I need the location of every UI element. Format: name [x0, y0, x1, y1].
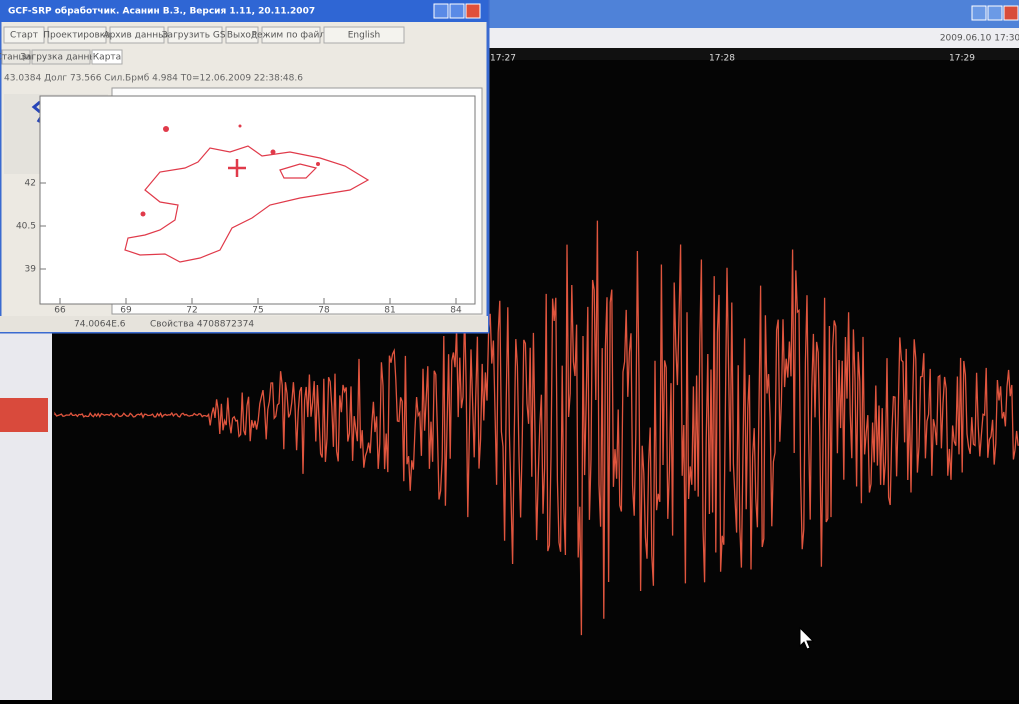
tab-label: Загрузка данных: [20, 53, 102, 63]
toolbar-button-label: English: [348, 31, 381, 41]
tab[interactable]: [1, 49, 31, 65]
x-tick-label: 75: [252, 306, 263, 316]
epicenter-marker: [228, 159, 246, 177]
toolbar-button-label: Загрузить GSI: [162, 31, 228, 41]
station: [270, 149, 276, 155]
x-tick-label: 81: [384, 306, 395, 316]
y-tick-label: 40.5: [16, 222, 36, 232]
tab[interactable]: [91, 49, 123, 65]
toolbar-button-label: Проектировка: [43, 31, 111, 41]
x-tick-label: 69: [120, 306, 132, 316]
time-label: 17:28: [709, 54, 735, 64]
tab-label: Станции: [0, 53, 37, 63]
app-window: GCF-SRP обработчик. Асанин В.З., Версия …: [0, 0, 490, 334]
min-btn[interactable]: [433, 3, 449, 19]
close-btn[interactable]: [465, 3, 481, 19]
toolbar-button-label: Старт: [10, 31, 38, 41]
seismogram: [54, 220, 1019, 636]
toolbar-button[interactable]: [3, 26, 45, 44]
max-btn[interactable]: [449, 3, 465, 19]
tab[interactable]: [31, 49, 91, 65]
x-tick-label: 78: [318, 306, 330, 316]
toolbar-button[interactable]: [225, 26, 259, 44]
toolbar-button-label: Режим по файлу: [252, 31, 332, 41]
close-btn[interactable]: [1003, 5, 1019, 21]
toolbar-button[interactable]: [167, 26, 223, 44]
region-outline: [124, 145, 370, 263]
timestamp: 2009.06.10 17:30: [940, 34, 1019, 44]
toolbar-button-label: Архив данных: [103, 31, 171, 41]
tab-label: Карта: [93, 53, 121, 63]
station: [140, 211, 146, 217]
max-btn[interactable]: [987, 5, 1003, 21]
info-line: 43.0384 Долг 73.566 Сил.Брмб 4.984 T0=12…: [4, 74, 303, 84]
time-label: 17:27: [490, 54, 516, 64]
toolbar-button[interactable]: [323, 26, 405, 44]
x-tick-label: 72: [186, 306, 197, 316]
station: [238, 124, 242, 128]
y-tick-label: 39: [25, 265, 37, 275]
y-tick-label: 42: [25, 179, 36, 189]
map-plot: [39, 95, 476, 305]
time-label: 17:29: [949, 54, 975, 64]
window-title-bar: [0, 0, 488, 22]
status-bar: [0, 316, 488, 332]
toolbar-button[interactable]: [109, 26, 165, 44]
channel-label[interactable]: [0, 398, 48, 432]
station: [163, 126, 169, 132]
status-text: 74.0064E.6: [74, 320, 126, 330]
toolbar-button[interactable]: [47, 26, 107, 44]
map-axes: 42 40.5 39 66 69 72 75 78 81 84: [16, 179, 462, 316]
status-text: Свойства 4708872374: [150, 320, 254, 330]
cursor: [799, 626, 815, 650]
window-title: GCF-SRP обработчик. Асанин В.З., Версия …: [8, 6, 315, 17]
min-btn[interactable]: [971, 5, 987, 21]
x-tick-label: 66: [54, 306, 66, 316]
waveform: [54, 220, 1019, 636]
x-tick-label: 84: [450, 306, 462, 316]
station: [316, 162, 320, 166]
toolbar-button[interactable]: [261, 26, 321, 44]
toolbar-button-label: Выход: [227, 31, 257, 41]
